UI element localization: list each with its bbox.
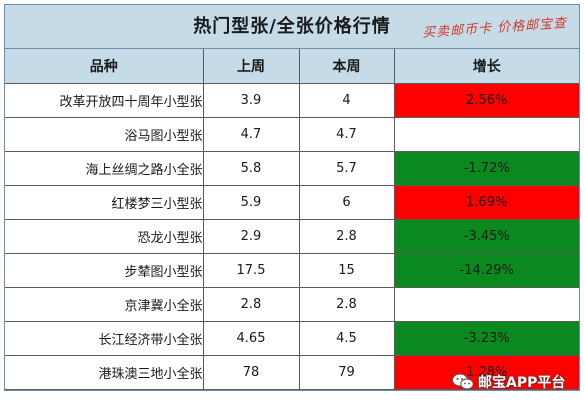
variety-cell: 恐龙小型张 [5, 218, 204, 254]
growth-cell [393, 116, 579, 152]
table-header-row: 品种 上周 本周 增长 [5, 49, 579, 84]
this-week-cell: 2.8 [298, 218, 395, 254]
table-row: 海上丝绸之路小全张 5.8 5.7 -1.72% [5, 150, 579, 186]
variety-cell: 港珠澳三地小全张 [5, 354, 204, 390]
this-week-cell: 6 [298, 184, 395, 220]
this-week-cell: 2.8 [298, 286, 395, 322]
column-header-this-week: 本周 [298, 49, 395, 84]
chat-bubbles-icon [452, 373, 474, 391]
variety-cell: 红楼梦三小型张 [5, 184, 204, 220]
page-title: 热门型张/全张价格行情 [193, 16, 391, 37]
last-week-cell: 4.7 [202, 116, 300, 152]
last-week-cell: 17.5 [202, 252, 300, 288]
growth-cell: -1.72% [393, 150, 579, 186]
variety-cell: 长江经济带小全张 [5, 320, 204, 356]
variety-cell: 海上丝绸之路小全张 [5, 150, 204, 186]
price-table-sheet: 热门型张/全张价格行情 买卖邮币卡 价格邮宝查 品种 上周 本周 增长 改革开放… [4, 4, 580, 391]
this-week-cell: 4.5 [298, 320, 395, 356]
last-week-cell: 5.9 [202, 184, 300, 220]
table-row: 恐龙小型张 2.9 2.8 -3.45% [5, 218, 579, 254]
last-week-cell: 2.9 [202, 218, 300, 254]
last-week-cell: 5.8 [202, 150, 300, 186]
column-header-last-week: 上周 [202, 49, 300, 84]
table-row: 浴马图小型张 4.7 4.7 [5, 116, 579, 152]
this-week-cell: 4.7 [298, 116, 395, 152]
this-week-cell: 15 [298, 252, 395, 288]
last-week-cell: 78 [202, 354, 300, 390]
variety-cell: 步辇图小型张 [5, 252, 204, 288]
table-row: 京津冀小全张 2.8 2.8 [5, 286, 579, 322]
column-header-variety: 品种 [5, 49, 204, 84]
last-week-cell: 2.8 [202, 286, 300, 322]
variety-cell: 改革开放四十周年小型张 [5, 82, 204, 118]
last-week-cell: 4.65 [202, 320, 300, 356]
growth-cell: -3.23% [393, 320, 579, 356]
table-row: 长江经济带小全张 4.65 4.5 -3.23% [5, 320, 579, 356]
this-week-cell: 5.7 [298, 150, 395, 186]
growth-cell [393, 286, 579, 322]
table-row: 改革开放四十周年小型张 3.9 4 2.56% [5, 82, 579, 118]
title-bar: 热门型张/全张价格行情 买卖邮币卡 价格邮宝查 [5, 5, 579, 49]
variety-cell: 浴马图小型张 [5, 116, 204, 152]
table-row: 红楼梦三小型张 5.9 6 1.69% [5, 184, 579, 220]
this-week-cell: 4 [298, 82, 395, 118]
watermark: 邮宝APP平台 [452, 370, 565, 394]
growth-cell: 2.56% [393, 82, 579, 118]
variety-cell: 京津冀小全张 [5, 286, 204, 322]
growth-cell: 1.69% [393, 184, 579, 220]
table-row: 港珠澳三地小全张 78 79 1.28% [5, 354, 579, 390]
growth-cell: -3.45% [393, 218, 579, 254]
watermark-text: 邮宝APP平台 [478, 375, 566, 391]
last-week-cell: 3.9 [202, 82, 300, 118]
price-table: 品种 上周 本周 增长 改革开放四十周年小型张 3.9 4 2.56% 浴马图小型张 4.… [5, 49, 579, 390]
growth-cell: -14.29% [393, 252, 579, 288]
this-week-cell: 79 [298, 354, 395, 390]
growth-cell: 1.28% [393, 354, 579, 390]
column-header-growth: 增长 [393, 49, 579, 84]
table-row: 步辇图小型张 17.5 15 -14.29% [5, 252, 579, 288]
